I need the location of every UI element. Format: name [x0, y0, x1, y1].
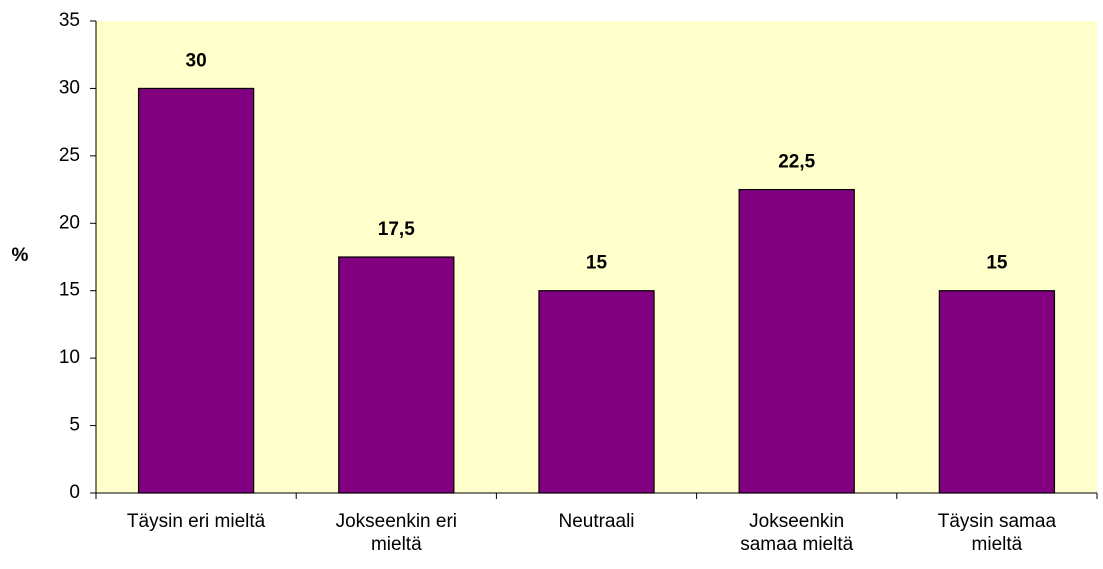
- y-tick-label: 15: [59, 280, 80, 301]
- y-axis-label: %: [12, 245, 29, 266]
- y-tick-label: 35: [59, 10, 80, 31]
- bar: [938, 290, 1056, 494]
- x-tick-label: Jokseenkin eri mieltä: [335, 511, 458, 555]
- bar: [338, 256, 455, 494]
- y-tick-label: 25: [59, 145, 80, 166]
- value-label: 15: [586, 253, 608, 274]
- y-tick-label: 30: [59, 77, 80, 98]
- x-tick-label: Jokseenkin samaa mieltä: [740, 511, 854, 555]
- value-label: 17,5: [378, 219, 415, 240]
- value-label: 15: [986, 253, 1008, 274]
- y-tick-label: 5: [69, 415, 80, 436]
- bar: [137, 87, 255, 494]
- y-tick-label: 20: [59, 212, 80, 233]
- x-tick-label: Neutraali: [558, 511, 635, 532]
- value-label: 30: [186, 50, 207, 71]
- y-tick-label: 0: [69, 482, 80, 503]
- bar: [738, 188, 855, 494]
- x-tick-label: Täysin eri mieltä: [126, 511, 266, 532]
- x-tick-label: Täysin samaa mieltä: [937, 511, 1057, 555]
- value-label: 22,5: [778, 152, 815, 173]
- y-tick-label: 10: [59, 347, 80, 368]
- bar: [538, 290, 655, 494]
